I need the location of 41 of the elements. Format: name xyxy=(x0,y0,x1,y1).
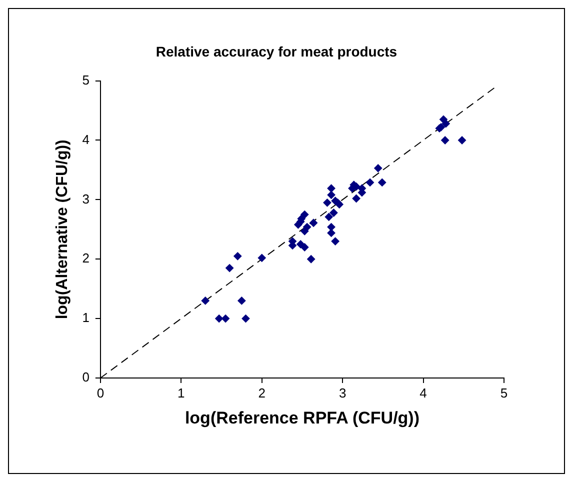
y-axis-title: log(Alternative (CFU/g)) xyxy=(54,140,72,320)
x-axis-title: log(Reference RPFA (CFU/g)) xyxy=(184,408,420,428)
point xyxy=(458,136,466,144)
point xyxy=(222,314,230,323)
point xyxy=(442,120,450,128)
point xyxy=(234,252,242,260)
point xyxy=(226,264,234,272)
point xyxy=(378,178,386,186)
point xyxy=(215,314,224,323)
x-tick-label: 1 xyxy=(178,385,185,400)
point xyxy=(300,210,309,219)
x-tick-label: 4 xyxy=(420,385,427,400)
point xyxy=(330,208,338,217)
point xyxy=(324,212,333,221)
point xyxy=(258,254,266,262)
y-tick-label: 5 xyxy=(82,72,90,88)
y-tick-label: 3 xyxy=(82,191,90,206)
y-tick-label: 0 xyxy=(82,370,90,385)
point xyxy=(352,194,360,202)
point xyxy=(327,184,336,192)
point xyxy=(374,164,382,172)
x-tick-label: 3 xyxy=(338,385,346,400)
point xyxy=(441,136,450,144)
point xyxy=(242,314,250,323)
point xyxy=(303,223,312,232)
y-tick-label: 4 xyxy=(82,132,90,147)
point xyxy=(327,190,336,199)
y-tick-label: 1 xyxy=(82,310,90,326)
point xyxy=(307,255,316,264)
y-tick-label: 2 xyxy=(82,250,90,266)
point xyxy=(323,198,332,207)
point xyxy=(300,243,309,252)
x-tick-label: 2 xyxy=(258,385,266,400)
chart-title: Relative accuracy for meat products xyxy=(156,43,398,60)
point xyxy=(238,296,246,305)
point xyxy=(310,218,318,227)
point xyxy=(366,178,374,186)
x-tick-label: 0 xyxy=(96,385,104,400)
point xyxy=(331,237,340,246)
x-tick-label: 5 xyxy=(500,385,508,400)
point xyxy=(201,296,210,305)
